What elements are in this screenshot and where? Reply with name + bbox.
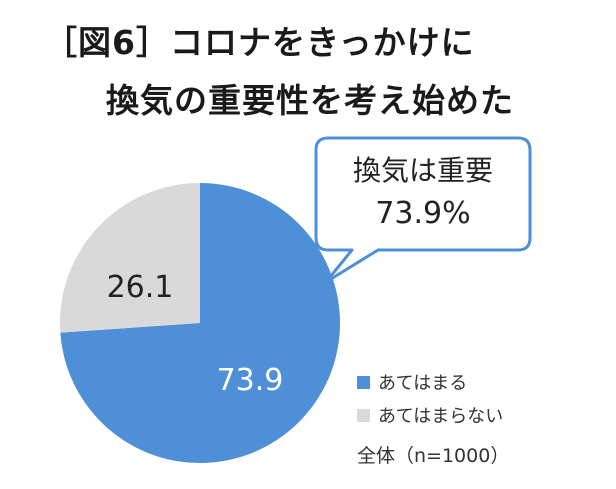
chart-title-line2: 換気の重要性を考え始めた bbox=[106, 81, 514, 120]
legend-item-disagree: あてはまらない bbox=[357, 401, 503, 429]
callout-text-line2: 73.9% bbox=[375, 196, 470, 231]
sample-size-note: 全体（n=1000） bbox=[357, 445, 510, 467]
slice-label-agree: 73.9 bbox=[217, 363, 284, 398]
slice-label-disagree: 26.1 bbox=[107, 270, 174, 305]
legend: あてはまる あてはまらない bbox=[357, 368, 503, 434]
legend-swatch-agree bbox=[357, 375, 370, 389]
legend-swatch-disagree bbox=[357, 408, 370, 422]
legend-label-disagree: あてはまらない bbox=[378, 406, 504, 427]
legend-label-agree: あてはまる bbox=[378, 373, 468, 394]
chart-title-line1: ［図6］コロナをきっかけに bbox=[44, 23, 475, 62]
callout-text-line1: 換気は重要 bbox=[353, 154, 493, 187]
pie-slice-agree bbox=[60, 183, 340, 464]
pie-slice-disagree bbox=[60, 183, 200, 333]
legend-item-agree: あてはまる bbox=[357, 368, 503, 396]
callout-bubble: 換気は重要 73.9% bbox=[314, 136, 532, 284]
